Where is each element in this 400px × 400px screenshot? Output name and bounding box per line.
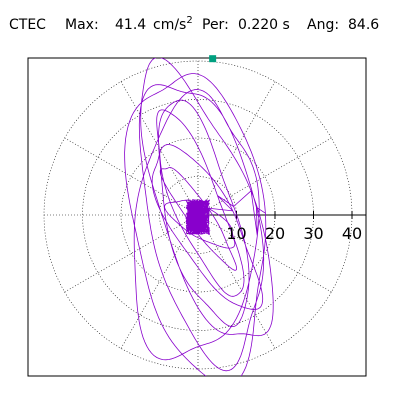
- radial-tick-labels: 10 20 30 40: [226, 224, 362, 243]
- period-value: 0.220 s: [238, 17, 290, 33]
- peak-marker-layer: [209, 55, 217, 63]
- grid-spoke-210: [64, 214, 199, 293]
- angle-value: 84.6: [348, 17, 380, 33]
- angle-label: Ang:: [307, 17, 340, 33]
- plot-header: CTEC Max: 41.4 cm/s2 Per: 0.220 s Ang: 8…: [0, 0, 400, 44]
- max-value: 41.4: [115, 17, 147, 33]
- radial-tick-label-40: 40: [342, 224, 362, 243]
- radial-tick-label-20: 20: [265, 224, 285, 243]
- grid-spoke-150: [64, 137, 199, 216]
- plot-frame: [27, 57, 367, 377]
- peak-marker: [209, 55, 217, 63]
- radial-tick-label-10: 10: [226, 224, 246, 243]
- particle-motion-trace: [124, 58, 274, 376]
- max-unit: cm/s2: [153, 15, 193, 33]
- max-label: Max:: [65, 17, 99, 33]
- period-label: Per:: [202, 17, 229, 33]
- radial-tick-label-30: 30: [303, 224, 323, 243]
- station-code: CTEC: [9, 17, 46, 33]
- trace-path: [124, 58, 274, 376]
- max-unit-exponent: 2: [186, 15, 193, 26]
